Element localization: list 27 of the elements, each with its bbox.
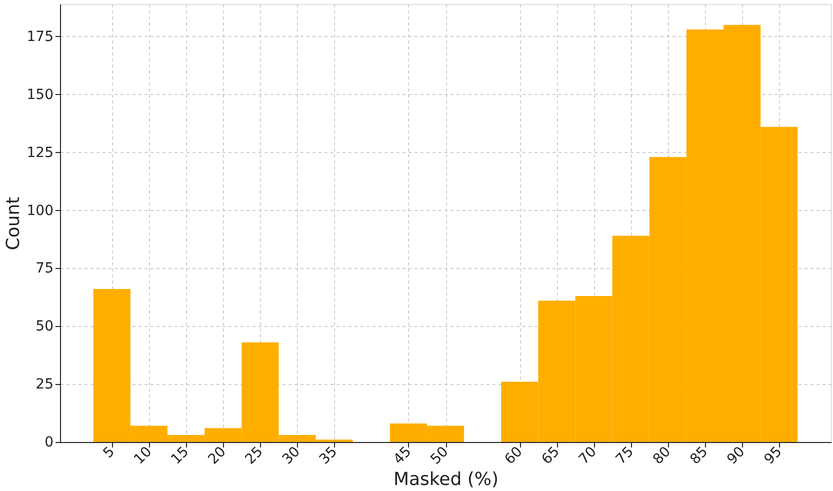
x-tick-label: 60 <box>502 444 526 468</box>
y-tick-label: 50 <box>36 318 54 335</box>
x-tick-label: 80 <box>650 444 674 468</box>
y-tick-label: 125 <box>26 144 54 161</box>
x-tick-label: 25 <box>242 444 266 468</box>
y-tick-label: 150 <box>26 86 54 103</box>
x-tick-label: 15 <box>168 444 192 468</box>
y-tick-label: 25 <box>36 376 54 393</box>
x-tick-label: 45 <box>390 444 415 468</box>
x-tick-label: 35 <box>316 444 340 468</box>
x-tick-label: 5 <box>100 444 118 462</box>
x-tick-label: 70 <box>576 444 600 468</box>
x-axis-title: Masked (%) <box>393 469 499 490</box>
x-tick-label: 85 <box>687 444 712 468</box>
y-axis-title: Count <box>2 196 24 250</box>
x-tick-label: 75 <box>613 444 637 468</box>
y-tick-label: 75 <box>36 260 54 277</box>
x-tick-label: 90 <box>724 444 748 468</box>
x-tick-label: 20 <box>205 444 230 468</box>
x-tick-label: 10 <box>131 444 156 468</box>
y-tick-label: 0 <box>44 434 54 450</box>
x-tick-label: 65 <box>538 444 563 468</box>
y-tick-label: 175 <box>26 28 54 45</box>
x-tick-label: 95 <box>761 444 786 468</box>
x-tick-label: 50 <box>428 444 452 468</box>
y-tick-label: 100 <box>26 202 54 219</box>
x-tick-label: 30 <box>279 444 304 468</box>
